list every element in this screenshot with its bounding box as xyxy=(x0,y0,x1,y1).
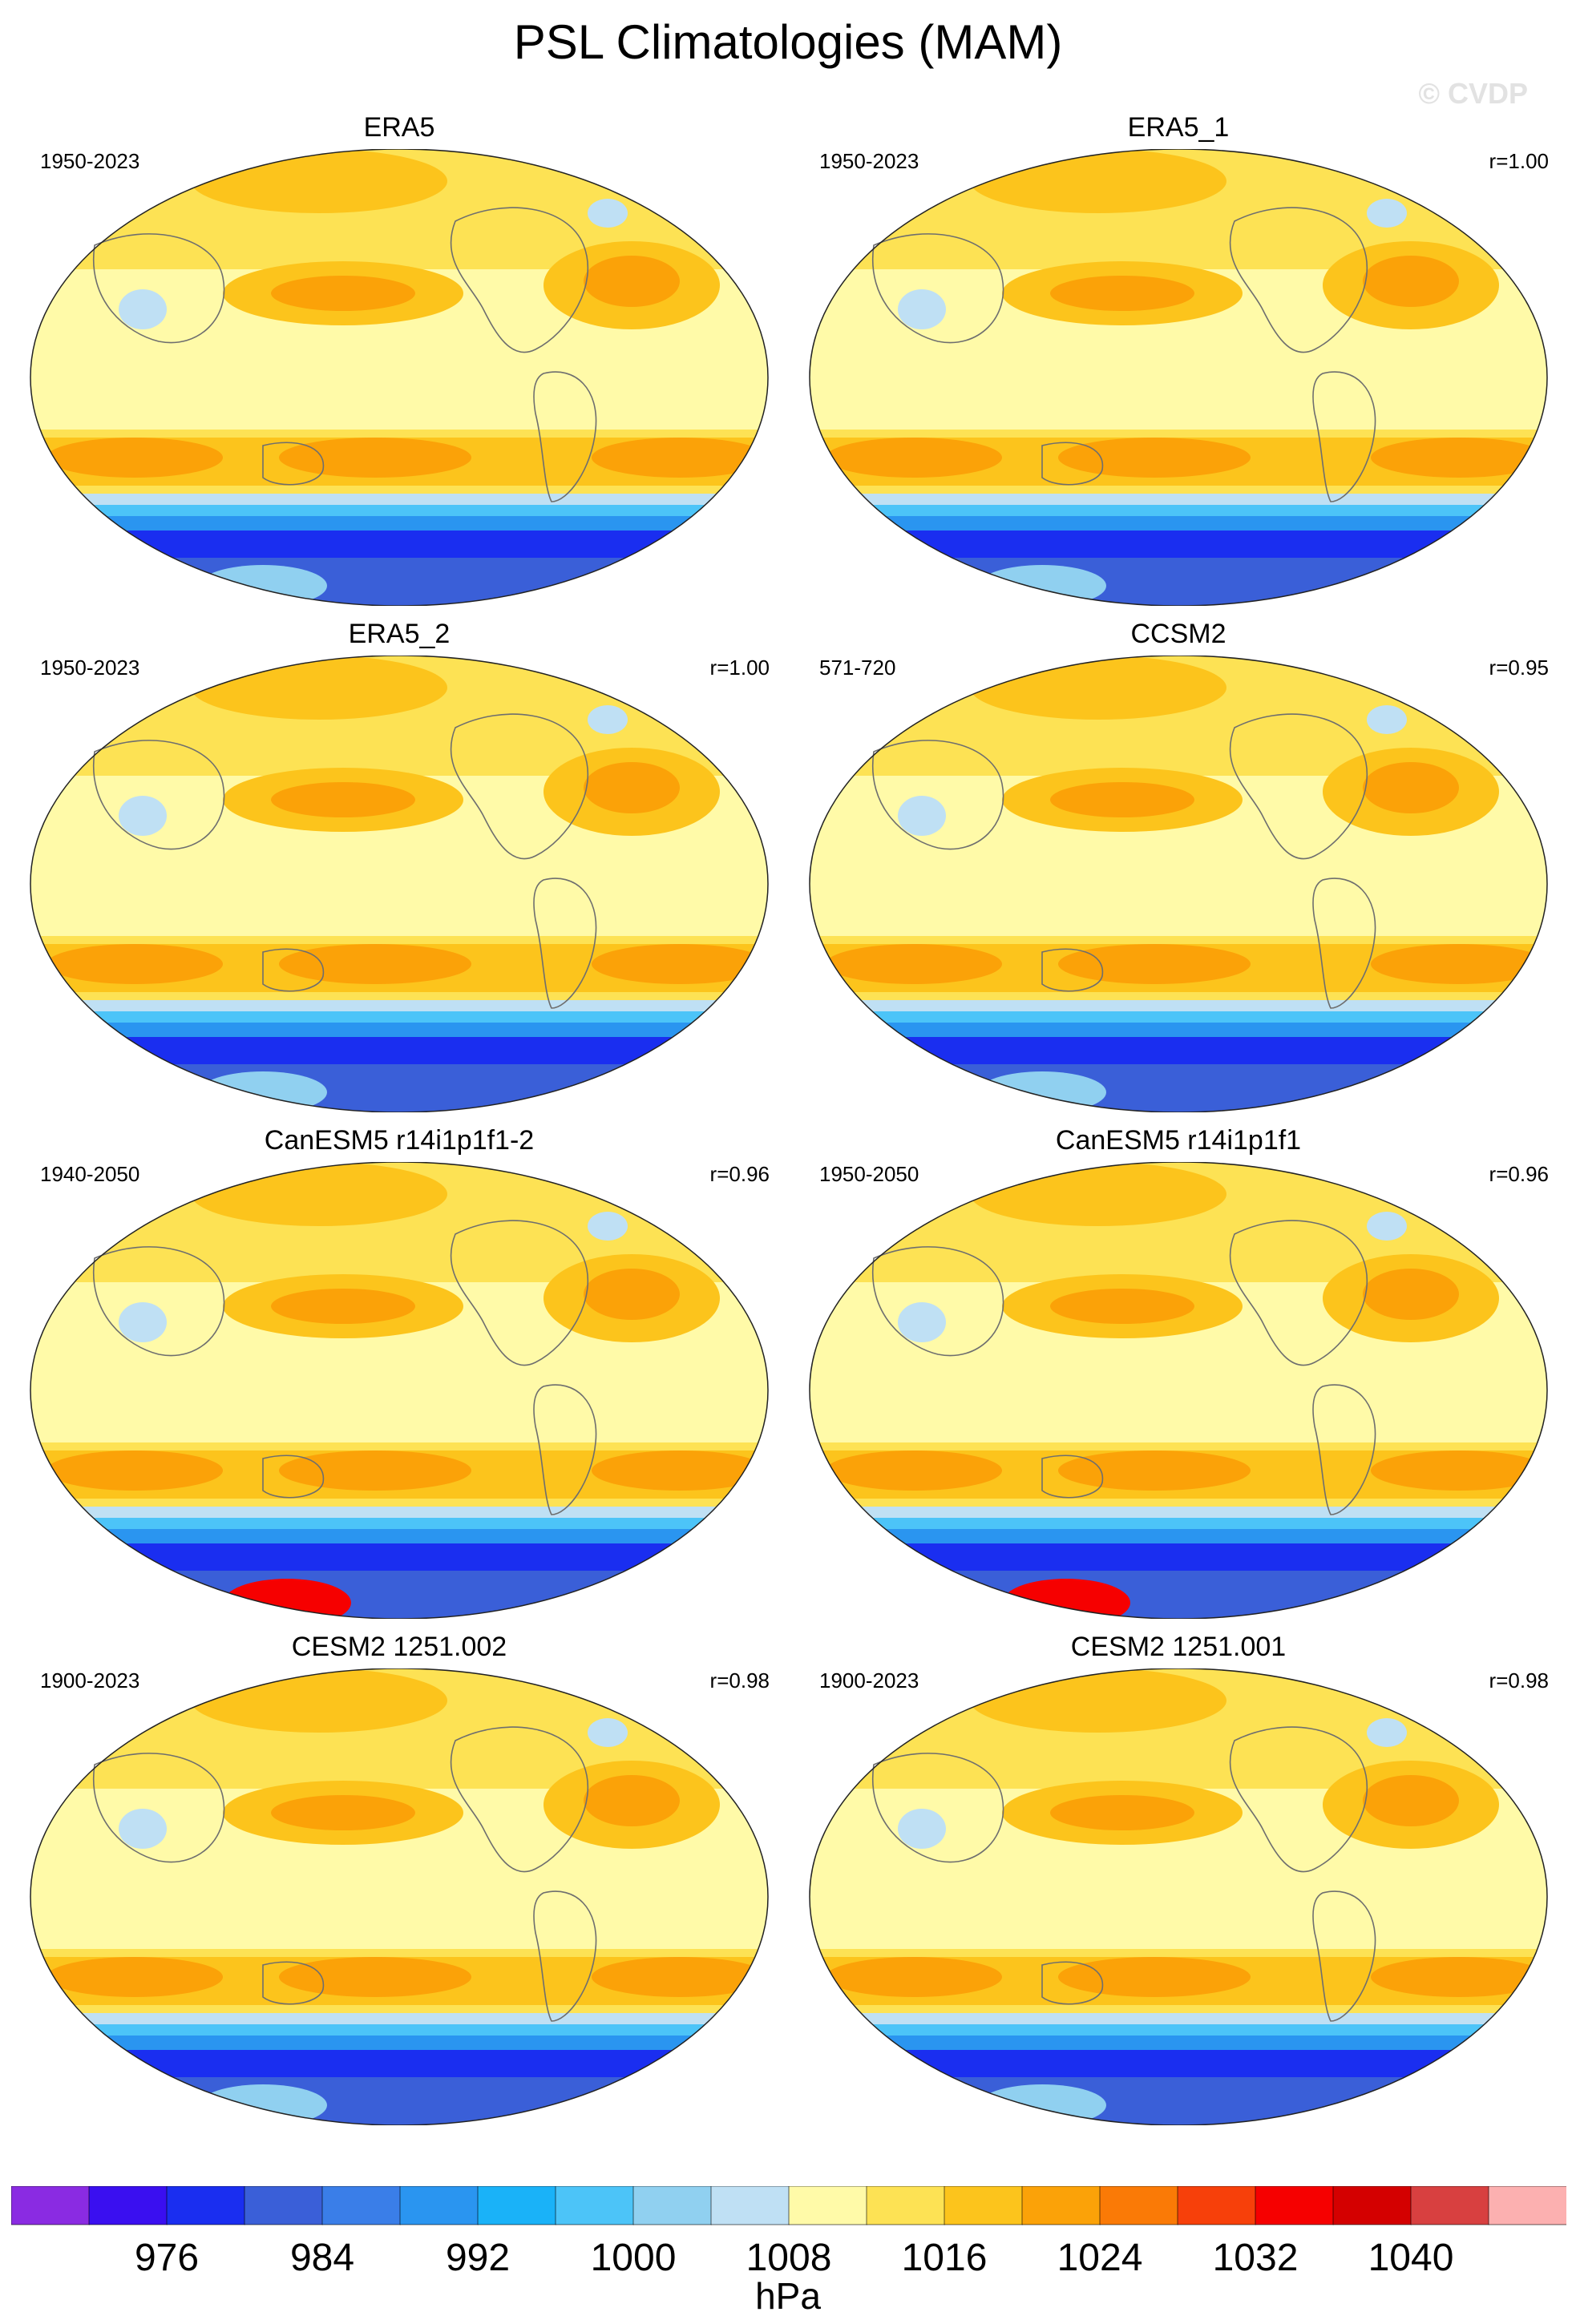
panel-period: 1950-2023 xyxy=(819,149,919,173)
panel-title: CanESM5 r14i1p1f1 xyxy=(1055,1125,1302,1156)
colorbar xyxy=(11,2186,1566,2225)
panel-title: CESM2 1251.002 xyxy=(291,1632,507,1662)
panel-period: 1950-2023 xyxy=(40,656,140,680)
map-panel: CanESM5 r14i1p1f1 1950-2050 r=0.96 xyxy=(802,1125,1555,1622)
panel-title: ERA5_1 xyxy=(1127,112,1230,143)
world-map xyxy=(809,1162,1548,1619)
world-map xyxy=(30,1162,769,1619)
panel-correlation: r=1.00 xyxy=(709,656,770,680)
panel-title: CCSM2 xyxy=(1130,619,1226,649)
panel-correlation: r=0.96 xyxy=(1489,1162,1549,1186)
panel-period: 1900-2023 xyxy=(819,1668,919,1693)
colorbar-tick-label: 1032 xyxy=(1212,2237,1299,2279)
colorbar-swatch xyxy=(321,2186,401,2225)
colorbar-swatch xyxy=(1410,2186,1489,2225)
world-map xyxy=(30,656,769,1112)
colorbar-swatch xyxy=(555,2186,634,2225)
colorbar-tick-label: 984 xyxy=(289,2237,355,2279)
panel-period: 571-720 xyxy=(819,656,896,680)
panel-title: CESM2 1251.001 xyxy=(1070,1632,1287,1662)
world-map xyxy=(809,656,1548,1112)
colorbar-swatch xyxy=(244,2186,323,2225)
world-map xyxy=(30,149,769,606)
map-panel: ERA5 1950-2023 xyxy=(22,112,776,609)
world-map xyxy=(30,1668,769,2125)
colorbar-tick-label: 992 xyxy=(445,2237,511,2279)
colorbar-swatch xyxy=(1488,2186,1566,2225)
colorbar-swatch xyxy=(477,2186,556,2225)
panel-correlation: r=0.96 xyxy=(709,1162,770,1186)
colorbar-swatch xyxy=(1255,2186,1334,2225)
panel-correlation: r=0.98 xyxy=(1489,1668,1549,1693)
panel-title: ERA5_2 xyxy=(348,619,451,649)
colorbar-swatch xyxy=(1177,2186,1256,2225)
world-map xyxy=(809,1668,1548,2125)
colorbar-swatch xyxy=(1021,2186,1101,2225)
colorbar-tick-label: 1000 xyxy=(590,2237,677,2279)
panel-title: ERA5 xyxy=(363,112,435,143)
panel-title: CanESM5 r14i1p1f1-2 xyxy=(264,1125,535,1156)
map-panel: CESM2 1251.001 1900-2023 r=0.98 xyxy=(802,1632,1555,2128)
map-panel: CCSM2 571-720 r=0.95 xyxy=(802,619,1555,1116)
colorbar-swatch xyxy=(166,2186,245,2225)
panel-period: 1940-2050 xyxy=(40,1162,140,1186)
colorbar-swatch xyxy=(399,2186,479,2225)
colorbar-swatch xyxy=(710,2186,790,2225)
colorbar-tick-label: 1040 xyxy=(1368,2237,1454,2279)
map-panel: CESM2 1251.002 1900-2023 r=0.98 xyxy=(22,1632,776,2128)
colorbar-swatch xyxy=(866,2186,945,2225)
panel-correlation: r=0.95 xyxy=(1489,656,1549,680)
colorbar-tick-label: 1024 xyxy=(1057,2237,1143,2279)
page-title: PSL Climatologies (MAM) xyxy=(513,15,1063,69)
colorbar-tick-label: 1016 xyxy=(901,2237,988,2279)
watermark: © CVDP xyxy=(1418,77,1528,110)
colorbar-unit: hPa xyxy=(755,2275,821,2317)
map-panel: ERA5_2 1950-2023 r=1.00 xyxy=(22,619,776,1116)
colorbar-swatch xyxy=(11,2186,90,2225)
map-panel: CanESM5 r14i1p1f1-2 1940-2050 r=0.96 xyxy=(22,1125,776,1622)
colorbar-swatch xyxy=(944,2186,1023,2225)
panel-correlation: r=0.98 xyxy=(709,1668,770,1693)
colorbar-swatch xyxy=(1099,2186,1178,2225)
colorbar-swatch xyxy=(788,2186,867,2225)
colorbar-tick-label: 976 xyxy=(134,2237,200,2279)
colorbar-swatch xyxy=(1332,2186,1412,2225)
panel-period: 1950-2023 xyxy=(40,149,140,173)
world-map xyxy=(809,149,1548,606)
panel-correlation: r=1.00 xyxy=(1489,149,1549,173)
colorbar-tick-label: 1008 xyxy=(746,2237,832,2279)
map-panel: ERA5_1 1950-2023 r=1.00 xyxy=(802,112,1555,609)
panel-period: 1900-2023 xyxy=(40,1668,140,1693)
colorbar-swatch xyxy=(632,2186,712,2225)
colorbar-swatch xyxy=(88,2186,168,2225)
panel-period: 1950-2050 xyxy=(819,1162,919,1186)
